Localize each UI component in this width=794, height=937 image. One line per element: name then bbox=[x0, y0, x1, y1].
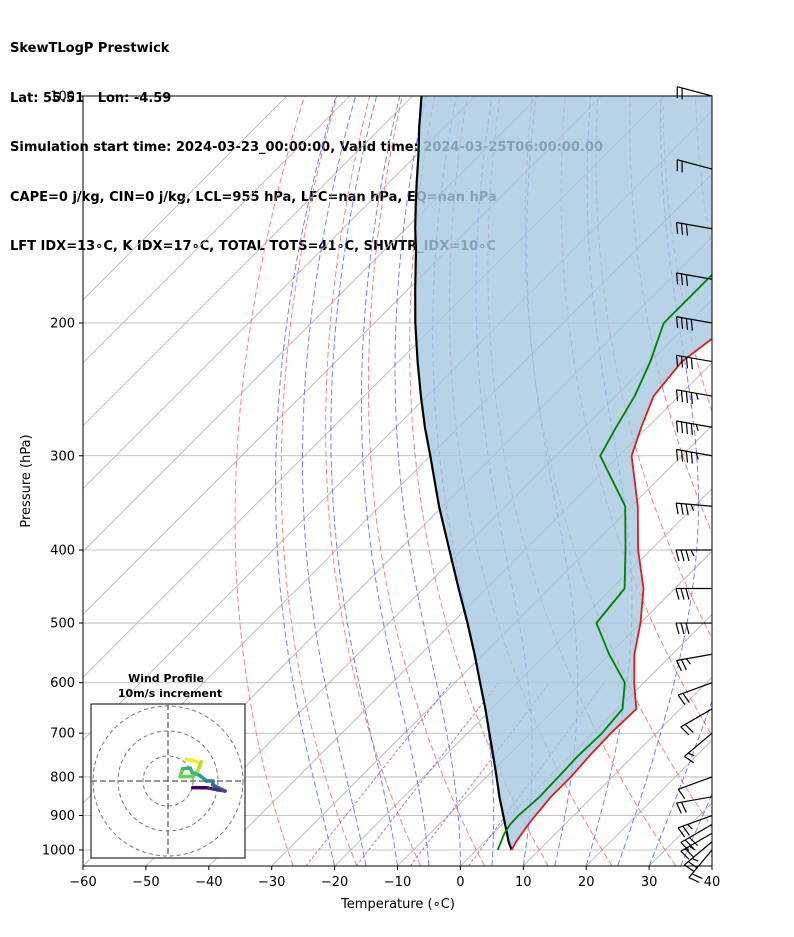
wind-barb bbox=[676, 653, 713, 672]
header-location: Lat: 55.51 Lon: -4.59 bbox=[10, 90, 172, 106]
wind-barb bbox=[675, 549, 712, 562]
x-tick-label: 10 bbox=[515, 875, 532, 890]
dry-adiabat bbox=[629, 96, 712, 534]
isotherm-gridline bbox=[83, 96, 539, 553]
isotherm-gridline bbox=[83, 96, 351, 364]
y-tick-label: 300 bbox=[50, 449, 75, 464]
y-tick-label: 200 bbox=[50, 316, 75, 331]
x-axis-label: Temperature (∘C) bbox=[340, 897, 455, 912]
wind-profile-inset: Wind Profile 10m/s increment bbox=[90, 672, 246, 859]
header-title: SkewTLogP Prestwick bbox=[10, 41, 170, 56]
dry-adiabat bbox=[662, 96, 712, 414]
wind-barb bbox=[676, 86, 713, 100]
isotherm-gridline bbox=[711, 865, 712, 866]
dry-adiabat bbox=[280, 96, 358, 866]
x-tick-label: −10 bbox=[384, 875, 411, 890]
isotherm-gridline bbox=[271, 425, 712, 866]
x-tick-label: 20 bbox=[578, 875, 595, 890]
x-tick-label: 40 bbox=[704, 875, 721, 890]
wind-barb bbox=[684, 841, 713, 872]
dry-adiabat bbox=[367, 96, 485, 866]
x-tick-label: −20 bbox=[321, 875, 348, 890]
wind-barb bbox=[680, 708, 713, 736]
isotherm-gridline bbox=[523, 676, 712, 866]
moist-adiabat bbox=[680, 793, 712, 866]
y-axis-label: Pressure (hPa) bbox=[19, 434, 34, 527]
parcel-profile-line bbox=[414, 96, 513, 851]
wind-barb bbox=[676, 796, 713, 814]
moist-adiabat bbox=[275, 96, 337, 866]
x-tick-label: −30 bbox=[258, 875, 285, 890]
y-tick-label: 800 bbox=[50, 770, 75, 785]
x-tick-label: −50 bbox=[132, 875, 159, 890]
moist-adiabat bbox=[302, 96, 367, 866]
mixing-ratio-line bbox=[305, 682, 452, 866]
moist-adiabat bbox=[394, 96, 461, 866]
wind-barb bbox=[676, 159, 713, 173]
x-tick-label: 30 bbox=[641, 875, 658, 890]
wind-barb bbox=[688, 849, 713, 883]
profile-layer bbox=[414, 96, 712, 851]
wind-barb bbox=[675, 502, 713, 516]
y-tick-label: 400 bbox=[50, 543, 75, 558]
wind-barb bbox=[675, 622, 712, 635]
y-tick-label: 100 bbox=[50, 90, 75, 105]
wind-barb bbox=[675, 448, 713, 464]
wind-barb bbox=[675, 354, 713, 370]
isotherm-gridline bbox=[334, 488, 712, 866]
moist-adiabat bbox=[361, 96, 430, 866]
x-tick-label: −60 bbox=[69, 875, 96, 890]
wind-barb bbox=[677, 776, 713, 799]
y-tick-label: 600 bbox=[50, 676, 75, 691]
wind-barb bbox=[675, 587, 712, 600]
y-tick-label: 1000 bbox=[42, 844, 75, 859]
wind-barb bbox=[677, 682, 713, 705]
shade-layer bbox=[415, 96, 712, 850]
y-tick-label: 700 bbox=[50, 727, 75, 742]
moist-adiabat bbox=[330, 96, 398, 866]
mixing-ratio-line bbox=[355, 682, 499, 866]
wind-barb bbox=[675, 389, 713, 404]
wind-barb bbox=[675, 420, 713, 436]
isotherm-gridline bbox=[83, 96, 288, 301]
wind-barb bbox=[675, 272, 713, 287]
wind-barb bbox=[680, 823, 713, 851]
temperature-profile-line bbox=[510, 337, 712, 851]
wind-barb bbox=[675, 221, 713, 236]
dry-adiabat bbox=[234, 96, 305, 866]
inset-subtitle: 10m/s increment bbox=[118, 687, 222, 700]
moist-adiabat bbox=[617, 96, 699, 866]
y-tick-label: 500 bbox=[50, 617, 75, 632]
wind-barbs bbox=[675, 86, 713, 883]
inset-title: Wind Profile bbox=[128, 672, 204, 685]
wind-barb bbox=[684, 732, 713, 764]
dry-adiabat bbox=[761, 96, 794, 866]
dewpoint-profile-line bbox=[496, 273, 712, 851]
moist-adiabat bbox=[711, 864, 712, 866]
hodograph-segment bbox=[204, 785, 221, 792]
isotherm-gridline bbox=[83, 96, 413, 427]
wind-barb bbox=[675, 316, 713, 331]
y-tick-label: 900 bbox=[50, 809, 75, 824]
x-tick-label: −40 bbox=[195, 875, 222, 890]
mixing-ratio-line bbox=[468, 682, 605, 866]
x-tick-label: 0 bbox=[456, 875, 464, 890]
wind-barb bbox=[677, 814, 713, 838]
dry-adiabat bbox=[409, 96, 549, 866]
cin-shading bbox=[415, 96, 712, 850]
isotherm-gridline bbox=[83, 96, 476, 490]
moist-adiabat bbox=[648, 699, 712, 866]
dry-adiabat bbox=[728, 96, 794, 866]
